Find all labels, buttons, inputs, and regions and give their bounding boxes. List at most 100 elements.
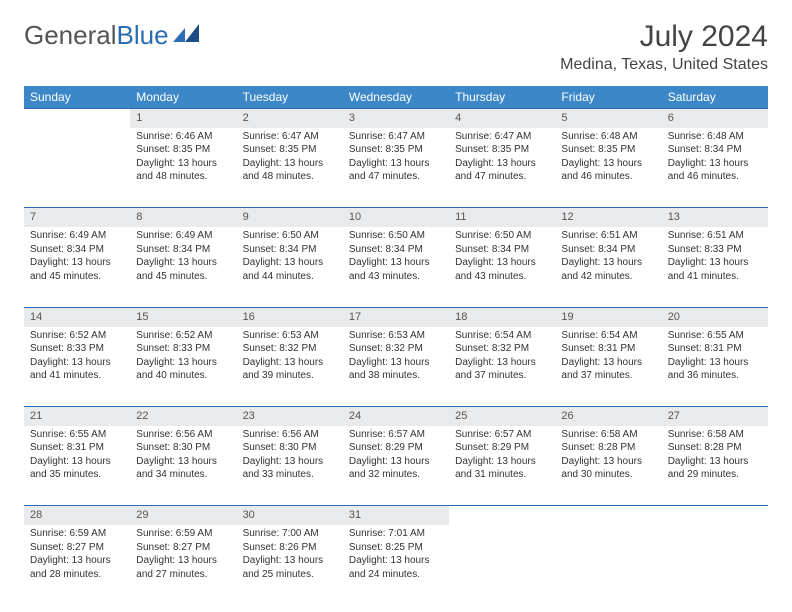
day-info-line: Sunset: 8:31 PM	[668, 342, 762, 356]
day-info-line: and 43 minutes.	[349, 270, 443, 284]
day-info-line: Sunset: 8:32 PM	[349, 342, 443, 356]
day-header: Tuesday	[237, 86, 343, 109]
day-cell: Sunrise: 6:48 AMSunset: 8:35 PMDaylight:…	[555, 128, 661, 208]
day-info-line: Sunrise: 6:49 AM	[136, 229, 230, 243]
day-cell: Sunrise: 6:53 AMSunset: 8:32 PMDaylight:…	[343, 327, 449, 407]
day-info-line: Sunset: 8:33 PM	[136, 342, 230, 356]
day-info-line: Daylight: 13 hours	[30, 356, 124, 370]
day-info-line: and 31 minutes.	[455, 468, 549, 482]
daynum-row: 123456	[24, 109, 768, 128]
day-info-line: Sunrise: 6:51 AM	[668, 229, 762, 243]
day-info-line: and 27 minutes.	[136, 568, 230, 582]
day-cell: Sunrise: 6:49 AMSunset: 8:34 PMDaylight:…	[130, 227, 236, 307]
day-info-line: Sunrise: 6:51 AM	[561, 229, 655, 243]
day-info-line: Sunset: 8:26 PM	[243, 541, 337, 555]
day-header-row: SundayMondayTuesdayWednesdayThursdayFrid…	[24, 86, 768, 109]
day-info-line: Daylight: 13 hours	[243, 256, 337, 270]
day-cell: Sunrise: 6:51 AMSunset: 8:33 PMDaylight:…	[662, 227, 768, 307]
day-info-line: Daylight: 13 hours	[136, 455, 230, 469]
day-info-line: Sunset: 8:35 PM	[243, 143, 337, 157]
day-info-line: and 48 minutes.	[243, 170, 337, 184]
day-number: 16	[237, 307, 343, 326]
day-info-line: Sunrise: 6:57 AM	[349, 428, 443, 442]
day-cell	[662, 525, 768, 605]
day-info-line: Sunrise: 6:47 AM	[243, 130, 337, 144]
day-info-line: Daylight: 13 hours	[30, 554, 124, 568]
title-block: July 2024 Medina, Texas, United States	[560, 20, 768, 74]
day-info-line: Sunrise: 6:54 AM	[561, 329, 655, 343]
day-number: 20	[662, 307, 768, 326]
day-info-line: Daylight: 13 hours	[30, 455, 124, 469]
day-body-row: Sunrise: 6:46 AMSunset: 8:35 PMDaylight:…	[24, 128, 768, 208]
day-info-line: Daylight: 13 hours	[455, 356, 549, 370]
day-cell: Sunrise: 6:52 AMSunset: 8:33 PMDaylight:…	[24, 327, 130, 407]
day-info-line: Daylight: 13 hours	[455, 455, 549, 469]
day-info-line: Daylight: 13 hours	[243, 554, 337, 568]
day-number: 31	[343, 506, 449, 525]
day-number: 19	[555, 307, 661, 326]
day-body-row: Sunrise: 6:55 AMSunset: 8:31 PMDaylight:…	[24, 426, 768, 506]
day-number: 8	[130, 208, 236, 227]
day-cell: Sunrise: 6:58 AMSunset: 8:28 PMDaylight:…	[662, 426, 768, 506]
day-number: 14	[24, 307, 130, 326]
day-info-line: Sunset: 8:28 PM	[561, 441, 655, 455]
day-number: 25	[449, 407, 555, 426]
day-header: Saturday	[662, 86, 768, 109]
day-number: 13	[662, 208, 768, 227]
daynum-row: 21222324252627	[24, 407, 768, 426]
day-cell: Sunrise: 7:01 AMSunset: 8:25 PMDaylight:…	[343, 525, 449, 605]
day-info-line: Sunset: 8:29 PM	[455, 441, 549, 455]
day-number: 21	[24, 407, 130, 426]
day-number: 15	[130, 307, 236, 326]
day-info-line: and 35 minutes.	[30, 468, 124, 482]
day-info-line: and 46 minutes.	[561, 170, 655, 184]
day-info-line: and 29 minutes.	[668, 468, 762, 482]
day-info-line: and 39 minutes.	[243, 369, 337, 383]
day-header: Sunday	[24, 86, 130, 109]
day-info-line: and 37 minutes.	[455, 369, 549, 383]
day-info-line: and 37 minutes.	[561, 369, 655, 383]
day-number: 12	[555, 208, 661, 227]
day-cell: Sunrise: 6:55 AMSunset: 8:31 PMDaylight:…	[662, 327, 768, 407]
day-info-line: Sunset: 8:35 PM	[455, 143, 549, 157]
day-cell: Sunrise: 6:49 AMSunset: 8:34 PMDaylight:…	[24, 227, 130, 307]
day-cell: Sunrise: 6:50 AMSunset: 8:34 PMDaylight:…	[343, 227, 449, 307]
day-body-row: Sunrise: 6:52 AMSunset: 8:33 PMDaylight:…	[24, 327, 768, 407]
day-info-line: Sunset: 8:34 PM	[455, 243, 549, 257]
day-info-line: and 43 minutes.	[455, 270, 549, 284]
day-info-line: Sunset: 8:25 PM	[349, 541, 443, 555]
day-info-line: Sunrise: 7:01 AM	[349, 527, 443, 541]
logo-text-2: Blue	[117, 20, 169, 51]
day-info-line: Sunset: 8:32 PM	[243, 342, 337, 356]
day-info-line: Daylight: 13 hours	[349, 455, 443, 469]
logo: GeneralBlue	[24, 20, 199, 51]
day-info-line: Daylight: 13 hours	[136, 256, 230, 270]
day-number: 5	[555, 109, 661, 128]
day-cell: Sunrise: 6:59 AMSunset: 8:27 PMDaylight:…	[130, 525, 236, 605]
day-info-line: Daylight: 13 hours	[30, 256, 124, 270]
day-info-line: Sunrise: 6:59 AM	[136, 527, 230, 541]
day-number: 26	[555, 407, 661, 426]
day-info-line: Daylight: 13 hours	[561, 256, 655, 270]
day-info-line: Daylight: 13 hours	[561, 455, 655, 469]
day-info-line: Sunrise: 6:50 AM	[243, 229, 337, 243]
day-cell: Sunrise: 6:50 AMSunset: 8:34 PMDaylight:…	[237, 227, 343, 307]
day-number: 30	[237, 506, 343, 525]
day-info-line: Daylight: 13 hours	[136, 554, 230, 568]
day-cell: Sunrise: 7:00 AMSunset: 8:26 PMDaylight:…	[237, 525, 343, 605]
day-info-line: Sunset: 8:34 PM	[668, 143, 762, 157]
day-info-line: Sunset: 8:35 PM	[349, 143, 443, 157]
day-info-line: and 40 minutes.	[136, 369, 230, 383]
day-info-line: and 25 minutes.	[243, 568, 337, 582]
day-cell: Sunrise: 6:57 AMSunset: 8:29 PMDaylight:…	[343, 426, 449, 506]
location: Medina, Texas, United States	[560, 56, 768, 74]
day-info-line: Sunset: 8:34 PM	[349, 243, 443, 257]
day-info-line: Sunset: 8:30 PM	[243, 441, 337, 455]
day-info-line: Sunrise: 6:50 AM	[455, 229, 549, 243]
day-info-line: and 47 minutes.	[349, 170, 443, 184]
day-info-line: Sunset: 8:28 PM	[668, 441, 762, 455]
day-number: 11	[449, 208, 555, 227]
day-info-line: and 48 minutes.	[136, 170, 230, 184]
day-info-line: Sunset: 8:34 PM	[561, 243, 655, 257]
day-info-line: Sunrise: 7:00 AM	[243, 527, 337, 541]
